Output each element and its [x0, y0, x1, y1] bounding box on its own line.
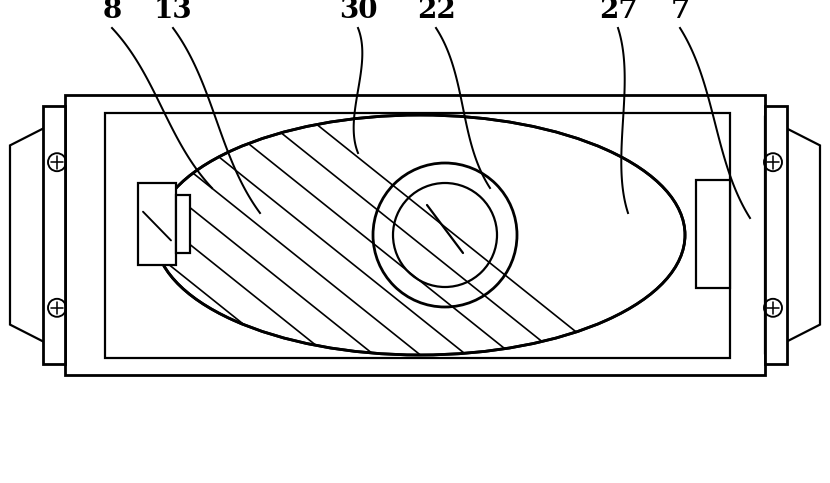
- Bar: [765, 106, 787, 364]
- Polygon shape: [765, 117, 820, 353]
- Text: 30: 30: [339, 0, 378, 24]
- Ellipse shape: [155, 115, 685, 355]
- Bar: [696, 180, 730, 288]
- Text: 22: 22: [417, 0, 456, 24]
- Text: 7: 7: [671, 0, 690, 24]
- Bar: [176, 195, 190, 253]
- Bar: [43, 106, 65, 364]
- Text: 27: 27: [598, 0, 637, 24]
- Text: 8: 8: [102, 0, 122, 24]
- Bar: [65, 95, 765, 375]
- Bar: [105, 113, 730, 358]
- Text: 13: 13: [154, 0, 193, 24]
- Polygon shape: [10, 117, 65, 353]
- Bar: [138, 183, 176, 265]
